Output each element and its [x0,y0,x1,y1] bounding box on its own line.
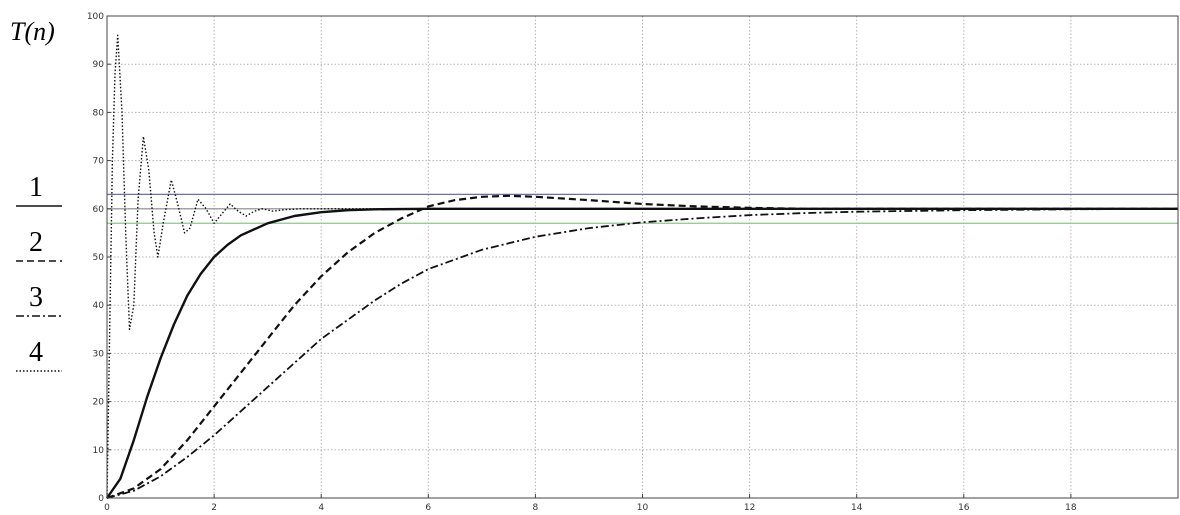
x-tick-label: 4 [318,503,324,513]
legend-label-4: 4 [29,337,43,368]
y-tick-label: 20 [93,398,105,408]
series-line-3 [106,207,1179,499]
x-tick-label: 2 [211,503,217,513]
legend: 1 2 3 4 [16,172,62,372]
x-tick-label: 8 [533,503,539,513]
x-tick-label: 16 [958,503,970,513]
x-tick-label: 6 [425,503,431,513]
legend-label-3: 3 [29,282,43,313]
series-lines [106,34,1179,500]
y-tick-label: 50 [93,253,105,263]
y-tick-label: 60 [93,205,105,215]
y-tick-label: 80 [93,108,105,118]
grid [107,16,1178,498]
x-tick-label: 0 [104,503,110,513]
x-tick-label: 10 [637,503,649,513]
y-axis-label: T(n) [10,17,55,46]
y-tick-label: 10 [93,446,105,456]
legend-label-1: 1 [29,172,43,203]
legend-label-2: 2 [29,227,43,258]
y-tick-label: 100 [87,12,104,22]
y-tick-label: 0 [98,494,104,504]
y-tick-label: 90 [93,60,105,70]
y-tick-label: 40 [93,301,105,311]
y-tick-label: 30 [93,349,105,359]
x-tick-label: 14 [851,503,863,513]
x-tick-label: 18 [1065,503,1077,513]
x-tick-label: 12 [744,503,755,513]
tick-labels: 0 2 4 6 8 10 12 14 16 18 0 10 20 30 40 50 60 70 80 90 100 [87,12,1077,513]
series-line-4 [106,34,1178,499]
y-tick-label: 70 [93,157,105,167]
